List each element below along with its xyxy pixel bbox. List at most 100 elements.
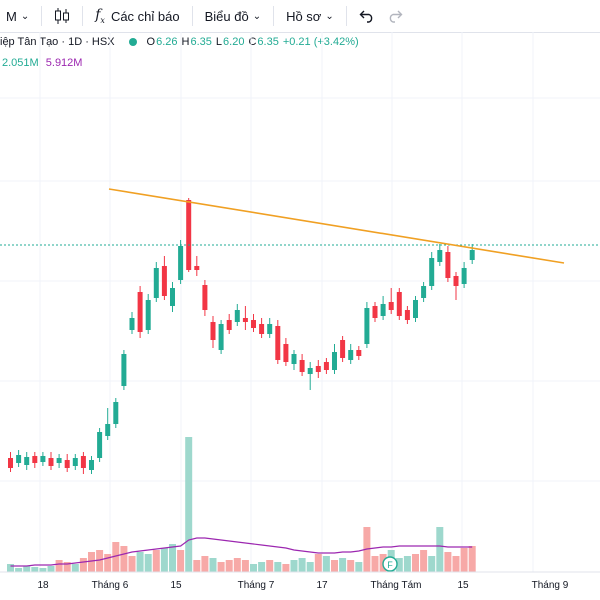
indicators-button[interactable]: fx Các chỉ báo xyxy=(89,0,185,32)
candle xyxy=(356,346,362,360)
charts-menu-button[interactable]: Biểu đồ ⌄ xyxy=(199,0,267,32)
top-toolbar: M ⌄ fx Các chỉ báo Biểu đồ ⌄ Hồ sơ ⌄ xyxy=(0,0,600,33)
candle-body xyxy=(129,318,135,330)
earnings-flag-icon[interactable]: F xyxy=(382,556,398,572)
candle xyxy=(348,344,354,364)
chevron-down-icon: ⌄ xyxy=(252,10,262,22)
candle-body xyxy=(242,318,248,322)
volume-bar xyxy=(460,548,468,572)
candle xyxy=(72,454,78,470)
candle-body xyxy=(48,458,54,466)
open-value: 6.26 xyxy=(156,36,178,48)
candle-body xyxy=(323,362,329,370)
close-value: 6.35 xyxy=(257,36,279,48)
volume-bar xyxy=(306,562,314,572)
candle xyxy=(8,452,13,472)
candle xyxy=(396,288,402,320)
volume-bar xyxy=(387,550,395,572)
candle-body xyxy=(226,320,232,330)
candle xyxy=(24,452,30,470)
volume-bar xyxy=(428,556,436,572)
candle xyxy=(137,286,143,338)
candle-body xyxy=(72,458,78,466)
candle xyxy=(226,314,232,334)
candle xyxy=(340,336,346,362)
volume-bar xyxy=(201,556,209,572)
toolbar-divider xyxy=(82,6,84,26)
candle xyxy=(461,262,467,288)
candle-body xyxy=(429,258,435,286)
candle xyxy=(332,344,337,374)
candle xyxy=(267,318,273,338)
time-axis-label: Tháng Tám xyxy=(371,580,422,591)
interval-button[interactable]: M ⌄ xyxy=(0,0,35,32)
candle-body xyxy=(364,308,370,344)
candle-body xyxy=(218,324,224,350)
undo-icon xyxy=(359,10,373,23)
change-value: +0.21 (+3.42%) xyxy=(282,36,359,48)
candle xyxy=(453,272,459,300)
symbol-legend[interactable]: iệp Tân Tạo · 1D · HSX O 6.26 H 6.35 L 6.20… xyxy=(0,36,363,48)
candle xyxy=(307,362,313,390)
volume-bar xyxy=(258,562,266,572)
volume-bar xyxy=(468,546,476,572)
candle xyxy=(259,318,265,338)
volume-bar xyxy=(31,567,39,572)
candle-body xyxy=(469,250,475,260)
candle-body xyxy=(388,302,394,310)
candle xyxy=(80,452,86,474)
volume-bar xyxy=(169,544,176,572)
volume-bar xyxy=(314,554,322,572)
volume-bar xyxy=(88,552,95,572)
candle-body xyxy=(113,402,119,424)
candle xyxy=(234,304,240,326)
toolbar-divider xyxy=(41,6,43,26)
candle xyxy=(404,306,410,324)
low-label: L xyxy=(215,36,223,48)
undo-button[interactable] xyxy=(353,0,381,32)
candlestick-series xyxy=(8,198,475,474)
candles-icon xyxy=(55,8,70,24)
candle-body xyxy=(178,246,184,280)
volume-bar xyxy=(120,546,128,572)
volume-bar xyxy=(39,568,47,572)
candle-body xyxy=(404,310,410,320)
profile-menu-button[interactable]: Hồ sơ ⌄ xyxy=(280,0,340,32)
candle-body xyxy=(56,458,62,463)
candle xyxy=(64,454,70,472)
volume-bar xyxy=(63,562,71,572)
candle-body xyxy=(372,306,378,318)
candle xyxy=(16,450,22,467)
interval-label: M xyxy=(6,8,17,24)
volume-bar xyxy=(363,527,371,572)
candle xyxy=(89,456,94,474)
redo-button[interactable] xyxy=(381,0,409,32)
chart-grid xyxy=(0,32,600,572)
volume-bar xyxy=(193,560,201,572)
time-axis-label: 18 xyxy=(37,580,49,591)
candle-body xyxy=(32,456,38,463)
volume-ma-line xyxy=(10,537,473,567)
chart-type-button[interactable] xyxy=(48,0,76,32)
candle xyxy=(437,244,443,266)
candle-body xyxy=(453,276,459,286)
open-label: O xyxy=(146,36,156,48)
candle xyxy=(113,398,119,428)
candle-body xyxy=(210,322,216,340)
candle xyxy=(469,244,475,264)
symbol-title[interactable]: iệp Tân Tạo · 1D · HSX xyxy=(0,36,115,48)
volume-legend[interactable]: 2.051M 5.912M xyxy=(2,57,82,69)
trend-line[interactable] xyxy=(108,188,565,264)
candle xyxy=(210,316,216,348)
volume-bar xyxy=(71,564,79,572)
candle-body xyxy=(259,324,265,334)
candle-body xyxy=(161,266,167,296)
volume-bar xyxy=(128,556,136,572)
high-label: H xyxy=(181,36,190,48)
candle xyxy=(380,296,386,320)
volume-bar xyxy=(217,562,225,572)
volume-bar xyxy=(136,552,144,572)
candle xyxy=(372,302,378,322)
market-status-dot[interactable] xyxy=(128,38,137,46)
